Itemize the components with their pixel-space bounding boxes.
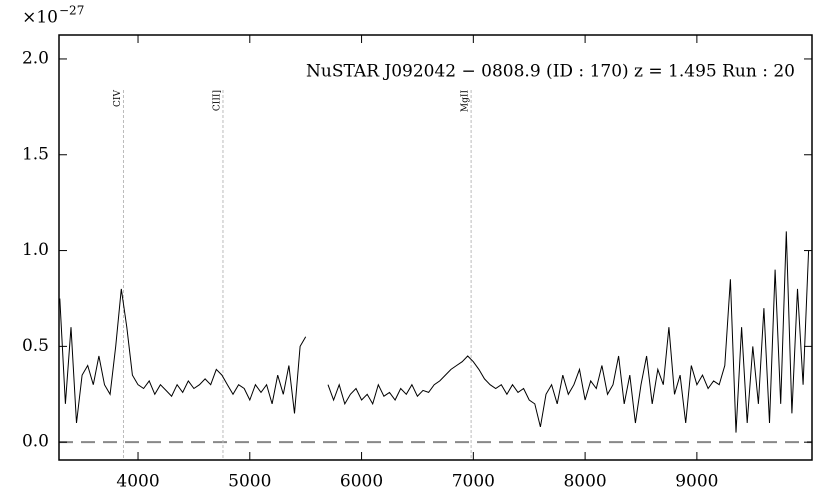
y-tick-label: 0.5	[22, 336, 49, 356]
offset-exponent: −27	[59, 4, 84, 18]
spectrum-line	[59, 231, 810, 433]
y-tick-label: 1.5	[22, 144, 49, 164]
chart-title: NuSTAR J092042 − 0808.9 (ID : 170) z = 1…	[306, 62, 795, 82]
x-tick-label: 6000	[340, 472, 383, 492]
y-tick-label: 1.0	[22, 240, 49, 260]
plot-frame	[58, 34, 813, 461]
x-tick-label: 9000	[675, 472, 718, 492]
x-tick-label: 4000	[116, 472, 159, 492]
emission-label: CIV	[113, 90, 123, 107]
y-tick-label: 2.0	[22, 48, 49, 68]
x-tick-label: 7000	[452, 472, 495, 492]
offset-label: ×10	[22, 8, 58, 28]
x-tick-label: 5000	[228, 472, 271, 492]
emission-label: CIII]	[212, 90, 222, 111]
x-tick-label: 8000	[563, 472, 606, 492]
emission-label: MgII	[461, 90, 471, 113]
y-tick-label: 0.0	[22, 432, 49, 452]
